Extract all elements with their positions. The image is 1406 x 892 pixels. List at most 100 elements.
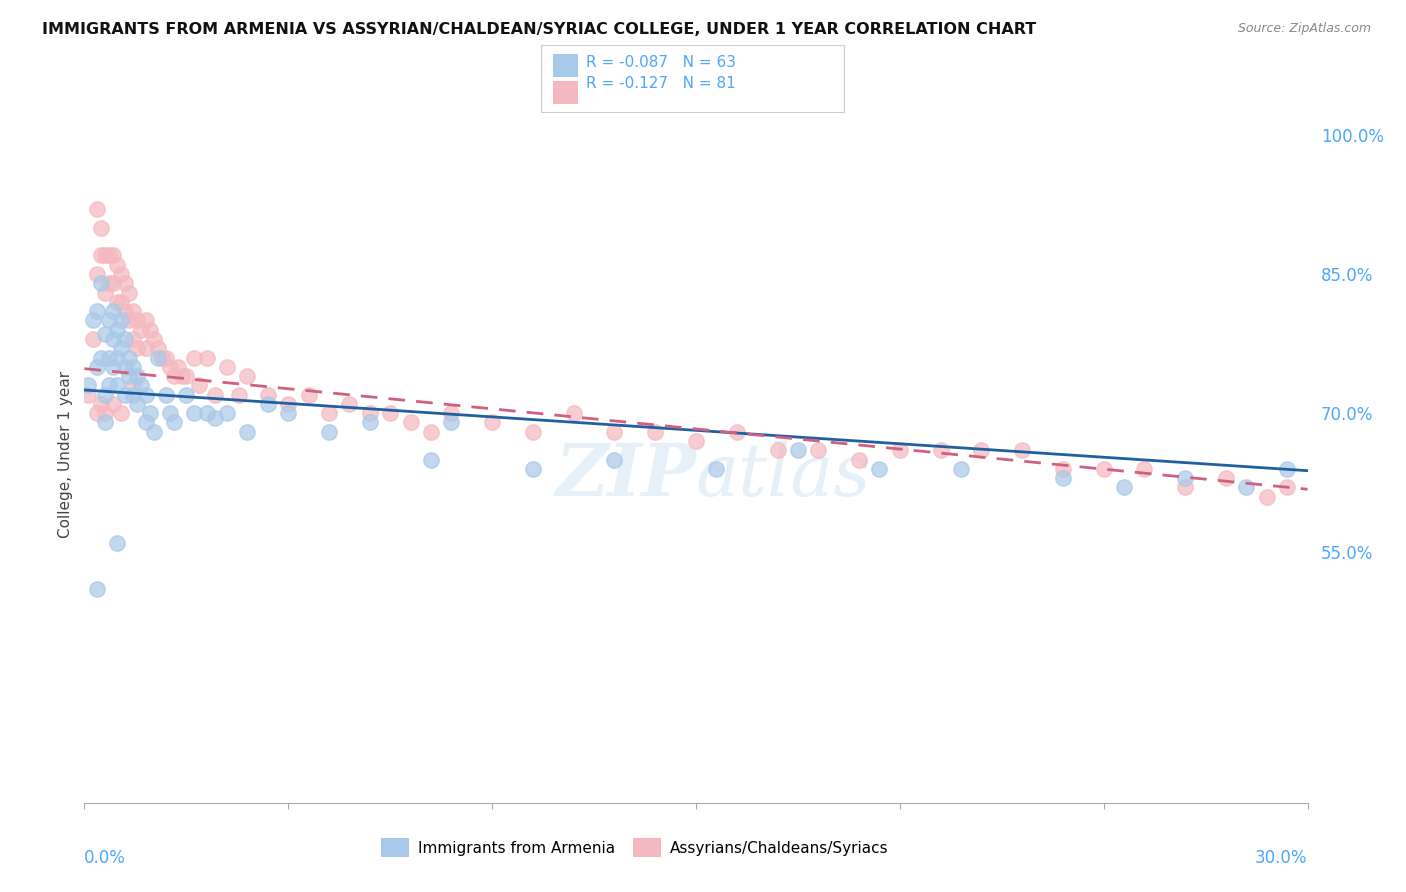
Y-axis label: College, Under 1 year: College, Under 1 year [58, 371, 73, 539]
Point [869, 462, 891, 476]
Point [176, 369, 198, 384]
Point [101, 397, 124, 411]
Point [187, 378, 209, 392]
Point [101, 304, 124, 318]
Point [118, 351, 141, 365]
Point [195, 351, 218, 365]
Point [1215, 471, 1237, 485]
Point [167, 359, 190, 374]
Point [183, 406, 205, 420]
Point [118, 285, 141, 300]
Point [97, 378, 120, 392]
Point [359, 406, 381, 420]
Point [86, 202, 108, 216]
Point [420, 452, 443, 467]
Point [522, 462, 544, 476]
Point [127, 313, 149, 327]
Point [101, 359, 124, 374]
Point [163, 369, 186, 384]
Point [159, 359, 181, 374]
Point [339, 397, 361, 411]
Point [110, 341, 132, 355]
Point [172, 369, 194, 384]
Point [603, 425, 626, 439]
Point [159, 406, 181, 420]
Point [1011, 443, 1033, 458]
Point [86, 406, 108, 420]
Point [440, 416, 463, 430]
Point [86, 267, 108, 281]
Point [146, 351, 169, 365]
Point [97, 313, 120, 327]
Point [163, 416, 186, 430]
Point [1052, 471, 1074, 485]
Point [257, 387, 280, 401]
Point [685, 434, 707, 448]
Point [176, 387, 198, 401]
Point [318, 406, 340, 420]
Point [725, 425, 748, 439]
Point [155, 387, 177, 401]
Point [138, 323, 160, 337]
Point [603, 452, 626, 467]
Point [135, 313, 157, 327]
Point [105, 294, 128, 309]
Point [1133, 462, 1156, 476]
Point [142, 332, 165, 346]
Point [1174, 480, 1197, 494]
Point [110, 267, 132, 281]
Point [135, 416, 157, 430]
Point [257, 397, 280, 411]
Point [105, 351, 128, 365]
Point [183, 351, 205, 365]
Point [481, 416, 503, 430]
Point [90, 277, 112, 291]
Point [93, 406, 117, 420]
Point [82, 332, 104, 346]
Legend: Immigrants from Armenia, Assyrians/Chaldeans/Syriacs: Immigrants from Armenia, Assyrians/Chald… [374, 830, 896, 864]
Point [110, 406, 132, 420]
Point [706, 462, 728, 476]
Point [929, 443, 952, 458]
Point [420, 425, 443, 439]
Point [236, 425, 259, 439]
Point [236, 369, 259, 384]
Point [97, 351, 120, 365]
Point [105, 378, 128, 392]
Point [277, 406, 299, 420]
Point [1277, 462, 1299, 476]
Point [86, 359, 108, 374]
Point [93, 387, 117, 401]
Point [277, 397, 299, 411]
Point [562, 406, 585, 420]
Text: Source: ZipAtlas.com: Source: ZipAtlas.com [1237, 22, 1371, 36]
Point [1174, 471, 1197, 485]
Point [359, 416, 381, 430]
Point [807, 443, 830, 458]
Point [127, 369, 149, 384]
Point [399, 416, 422, 430]
Point [114, 387, 136, 401]
Point [644, 425, 666, 439]
Point [110, 313, 132, 327]
Point [522, 425, 544, 439]
Point [86, 582, 108, 597]
Point [105, 258, 128, 272]
Point [217, 406, 239, 420]
Point [950, 462, 973, 476]
Point [1256, 490, 1278, 504]
Text: atlas: atlas [696, 441, 872, 511]
Point [97, 248, 120, 262]
Point [135, 387, 157, 401]
Point [93, 416, 117, 430]
Point [105, 323, 128, 337]
Point [131, 323, 153, 337]
Point [114, 359, 136, 374]
Point [155, 351, 177, 365]
Point [90, 351, 112, 365]
Point [118, 313, 141, 327]
Text: 0.0%: 0.0% [84, 849, 127, 867]
Text: R = -0.127   N = 81: R = -0.127 N = 81 [586, 76, 737, 91]
Point [82, 313, 104, 327]
Point [142, 425, 165, 439]
